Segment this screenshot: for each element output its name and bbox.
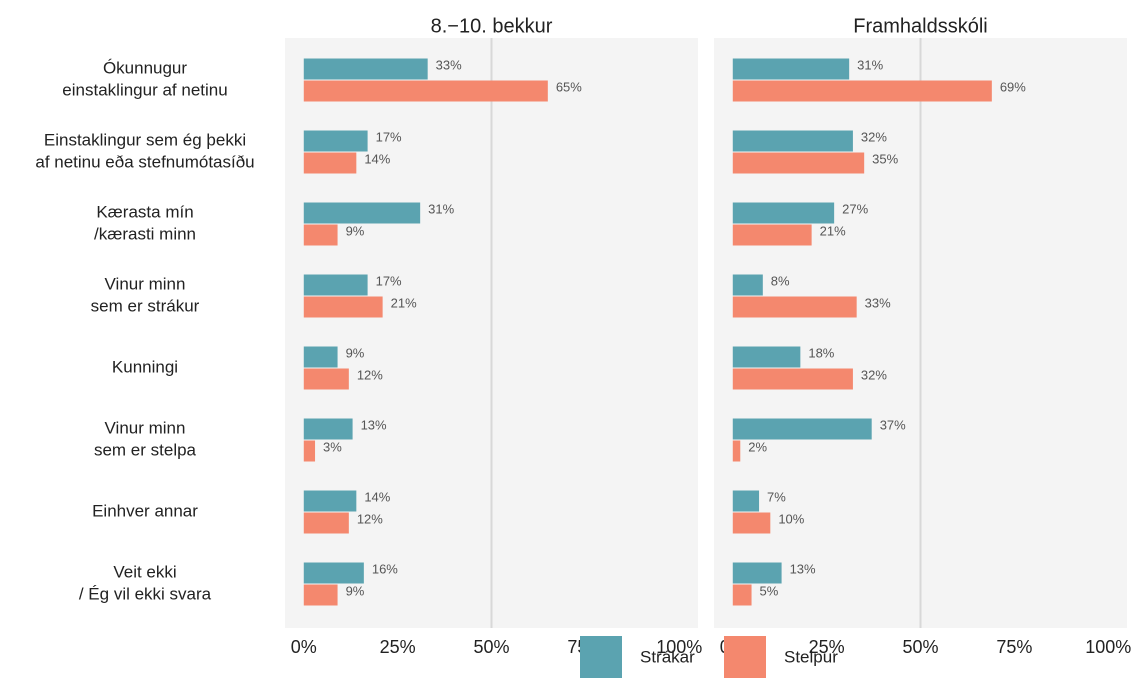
x-tick-label: 25% bbox=[809, 637, 845, 657]
bar bbox=[732, 418, 872, 440]
value-label: 33% bbox=[436, 57, 462, 72]
x-tick-label: 25% bbox=[380, 637, 416, 657]
bar bbox=[303, 368, 349, 390]
category-label: Einstaklingur sem ég þekki bbox=[44, 130, 246, 149]
value-label: 13% bbox=[790, 561, 816, 576]
value-label: 14% bbox=[364, 489, 390, 504]
value-label: 32% bbox=[861, 129, 887, 144]
value-label: 27% bbox=[842, 201, 868, 216]
value-label: 10% bbox=[778, 511, 804, 526]
bar bbox=[303, 80, 548, 102]
x-tick-label: 50% bbox=[473, 637, 509, 657]
value-label: 18% bbox=[808, 345, 834, 360]
bar bbox=[732, 80, 992, 102]
bar bbox=[732, 202, 835, 224]
value-label: 9% bbox=[346, 583, 365, 598]
bar bbox=[732, 562, 782, 584]
bar bbox=[732, 584, 752, 606]
bar bbox=[732, 274, 763, 296]
value-label: 13% bbox=[361, 417, 387, 432]
category-label: Vinur minn bbox=[105, 274, 186, 293]
bar bbox=[303, 296, 383, 318]
legend-swatch bbox=[580, 636, 622, 678]
legend-label: Strákar bbox=[640, 647, 695, 666]
value-label: 3% bbox=[323, 439, 342, 454]
bar bbox=[303, 152, 357, 174]
value-label: 69% bbox=[1000, 79, 1026, 94]
bar bbox=[303, 130, 368, 152]
value-label: 8% bbox=[771, 273, 790, 288]
value-label: 31% bbox=[857, 57, 883, 72]
bar bbox=[732, 490, 760, 512]
category-label: Vinur minn bbox=[105, 418, 186, 437]
category-label: Veit ekki bbox=[113, 562, 176, 581]
panel-title: 8.−10. bekkur bbox=[431, 15, 553, 37]
value-label: 35% bbox=[872, 151, 898, 166]
x-tick-label: 50% bbox=[902, 637, 938, 657]
value-label: 12% bbox=[357, 367, 383, 382]
category-label: Ókunnugur bbox=[103, 58, 187, 77]
bar bbox=[732, 58, 850, 80]
value-label: 9% bbox=[346, 223, 365, 238]
bar bbox=[303, 440, 316, 462]
x-tick-label: 75% bbox=[996, 637, 1032, 657]
bar bbox=[732, 130, 853, 152]
value-label: 33% bbox=[865, 295, 891, 310]
value-label: 65% bbox=[556, 79, 582, 94]
category-label: /kærasti minn bbox=[94, 224, 196, 243]
x-tick-label: 100% bbox=[656, 637, 702, 657]
bar bbox=[732, 346, 801, 368]
value-label: 31% bbox=[428, 201, 454, 216]
value-label: 2% bbox=[748, 439, 767, 454]
bar bbox=[303, 274, 368, 296]
category-label: Kærasta mín bbox=[96, 202, 193, 221]
bar bbox=[732, 512, 771, 534]
bar bbox=[303, 512, 349, 534]
category-label: einstaklingur af netinu bbox=[62, 80, 227, 99]
category-label: af netinu eða stefnumótasíðu bbox=[35, 152, 254, 171]
category-label: sem er stelpa bbox=[94, 440, 197, 459]
bar bbox=[303, 202, 421, 224]
bar bbox=[732, 152, 865, 174]
x-tick-label: 100% bbox=[1085, 637, 1131, 657]
bar bbox=[732, 224, 812, 246]
value-label: 32% bbox=[861, 367, 887, 382]
legend-swatch bbox=[724, 636, 766, 678]
value-label: 5% bbox=[760, 583, 779, 598]
category-label: / Ég vil ekki svara bbox=[79, 584, 212, 603]
x-tick-label: 0% bbox=[291, 637, 317, 657]
value-label: 17% bbox=[376, 129, 402, 144]
value-label: 7% bbox=[767, 489, 786, 504]
bar bbox=[303, 224, 338, 246]
bar bbox=[303, 490, 357, 512]
category-label: Kunningi bbox=[112, 357, 178, 376]
value-label: 37% bbox=[880, 417, 906, 432]
bar bbox=[303, 418, 353, 440]
panel-title: Framhaldsskóli bbox=[853, 15, 987, 37]
value-label: 12% bbox=[357, 511, 383, 526]
bar bbox=[303, 584, 338, 606]
bar bbox=[303, 562, 364, 584]
category-label: sem er strákur bbox=[91, 296, 200, 315]
value-label: 17% bbox=[376, 273, 402, 288]
value-label: 16% bbox=[372, 561, 398, 576]
value-label: 21% bbox=[391, 295, 417, 310]
category-label: Einhver annar bbox=[92, 501, 198, 520]
bar bbox=[732, 440, 741, 462]
bar bbox=[303, 58, 428, 80]
value-label: 21% bbox=[820, 223, 846, 238]
value-label: 9% bbox=[346, 345, 365, 360]
bar bbox=[732, 296, 857, 318]
bar bbox=[732, 368, 853, 390]
legend-label: Stelpur bbox=[784, 647, 838, 666]
bar bbox=[303, 346, 338, 368]
value-label: 14% bbox=[364, 151, 390, 166]
